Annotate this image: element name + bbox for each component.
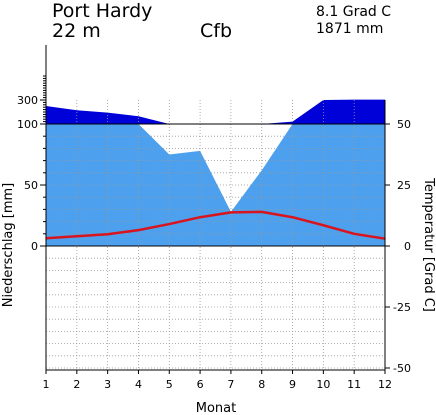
temperature-point xyxy=(261,211,263,213)
x-tick-label: 1 xyxy=(43,378,50,391)
annual-precipitation: 1871 mm xyxy=(316,21,384,37)
axis-labels: Monat Niederschlag [mm] Temperatur [Grad… xyxy=(1,177,436,415)
temperature-point xyxy=(230,211,232,213)
right-tick-label: -25 xyxy=(393,301,411,314)
x-tick-label: 7 xyxy=(227,378,234,391)
right-tick-label: 50 xyxy=(397,118,411,131)
x-tick-label: 11 xyxy=(347,378,361,391)
climate-classification: Cfb xyxy=(200,20,233,42)
temperature-point xyxy=(168,223,170,225)
left-tick-label: 50 xyxy=(24,179,38,192)
right-tick-label: -50 xyxy=(393,362,411,375)
station-elevation: 22 m xyxy=(52,20,101,42)
precipitation-area xyxy=(46,99,385,246)
temperature-point xyxy=(322,224,324,226)
left-tick-label: 100 xyxy=(17,118,38,131)
precipitation-humid-area xyxy=(46,124,385,246)
x-tick-label: 6 xyxy=(197,378,204,391)
precipitation-excess-area xyxy=(46,99,385,124)
right-axis-label: Temperatur [Grad C] xyxy=(421,177,436,312)
station-name: Port Hardy xyxy=(52,0,153,22)
x-tick-label: 9 xyxy=(289,378,296,391)
mean-temperature: 8.1 Grad C xyxy=(316,4,392,20)
temperature-point xyxy=(291,216,294,218)
x-tick-label: 2 xyxy=(73,378,80,391)
x-tick-label: 5 xyxy=(166,378,173,391)
x-tick-label: 12 xyxy=(378,378,392,391)
x-tick-label: 10 xyxy=(316,378,330,391)
left-axis-label: Niederschlag [mm] xyxy=(1,183,16,308)
right-tick-label: 25 xyxy=(397,179,411,192)
x-tick-label: 3 xyxy=(104,378,111,391)
temperature-point xyxy=(353,233,355,235)
temperature-point xyxy=(199,216,201,218)
x-tick-label: 4 xyxy=(135,378,142,391)
temperature-line xyxy=(45,210,386,240)
left-tick-label: 0 xyxy=(31,240,38,253)
temperature-point xyxy=(107,233,109,235)
x-tick-label: 8 xyxy=(258,378,265,391)
temperature-point xyxy=(137,229,140,231)
right-tick-label: 0 xyxy=(404,240,411,253)
left-tick-label: 300 xyxy=(17,94,38,107)
temperature-series xyxy=(45,210,386,240)
x-axis-label: Monat xyxy=(196,401,236,415)
temperature-point xyxy=(76,235,78,237)
